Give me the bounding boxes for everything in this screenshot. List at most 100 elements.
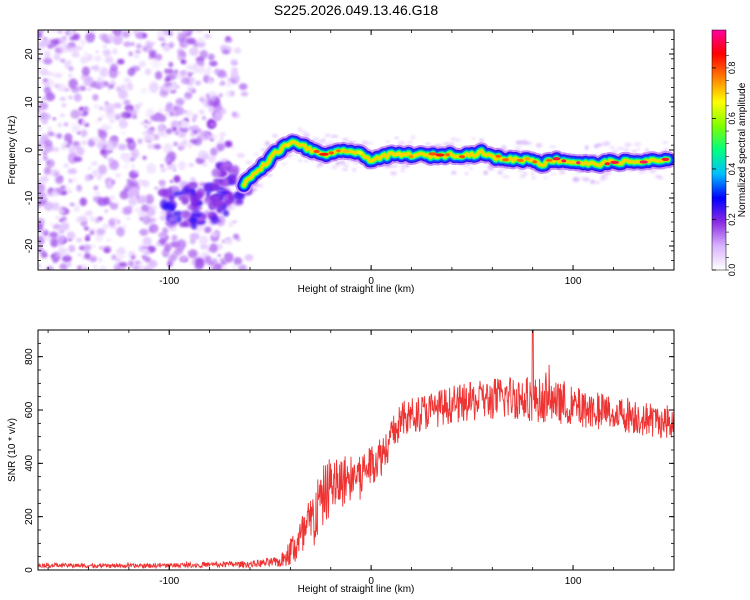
heatmap-speckle: [69, 47, 75, 52]
heatmap-speckle: [121, 30, 131, 38]
heatmap-speckle: [110, 63, 118, 72]
heatmap-speckle: [83, 54, 93, 62]
heatmap-speckle: [204, 226, 212, 234]
heatmap-speckle: [120, 111, 131, 119]
heatmap-speckle: [80, 140, 88, 145]
heatmap-speckle: [471, 137, 476, 140]
heatmap-speckle: [142, 46, 148, 52]
heatmap-speckle: [572, 177, 580, 182]
heatmap-speckle: [40, 228, 49, 235]
x-tick-label: 100: [565, 276, 582, 287]
heatmap-speckle: [525, 141, 532, 145]
heatmap-speckle: [71, 124, 81, 133]
heatmap-speckle: [171, 234, 178, 242]
heatmap-speckle: [227, 78, 232, 81]
heatmap-blob: [231, 173, 237, 181]
ridge-peak: [495, 154, 502, 158]
heatmap-speckle: [50, 169, 60, 177]
heatmap-speckle: [160, 167, 167, 172]
heatmap-speckle: [150, 58, 161, 69]
heatmap-speckle: [118, 89, 128, 100]
heatmap-speckle: [600, 175, 609, 181]
heatmap-speckle: [43, 78, 48, 81]
heatmap-speckle: [164, 68, 170, 72]
heatmap-speckle: [92, 265, 98, 269]
heatmap-speckle: [106, 88, 111, 92]
heatmap-speckle: [84, 122, 90, 127]
heatmap-blob: [237, 194, 242, 200]
heatmap-speckle: [138, 60, 146, 68]
heatmap-speckle: [159, 183, 166, 188]
heatmap-speckle: [68, 65, 74, 72]
heatmap-speckle: [609, 146, 615, 149]
heatmap-speckle: [240, 91, 249, 97]
y-tick-label: 0: [24, 147, 35, 153]
heatmap-speckle: [117, 247, 126, 255]
heatmap-speckle: [213, 135, 218, 139]
heatmap-speckle: [159, 90, 169, 98]
heatmap-speckle: [111, 254, 116, 260]
heatmap-speckle: [184, 110, 188, 114]
ridge-peak: [524, 157, 530, 161]
heatmap-speckle: [112, 35, 122, 45]
heatmap-speckle: [120, 84, 127, 91]
heatmap-blob: [180, 210, 190, 220]
heatmap-speckle: [584, 145, 589, 151]
heatmap-speckle: [38, 264, 41, 267]
ridge-peak: [639, 160, 648, 164]
heatmap-speckle: [42, 37, 52, 46]
heatmap-speckle: [166, 156, 172, 163]
heatmap-speckle: [145, 194, 155, 205]
heatmap-speckle: [130, 141, 136, 147]
heatmap-speckle: [43, 142, 54, 153]
heatmap-speckle: [89, 256, 97, 262]
heatmap-speckle: [202, 95, 206, 98]
heatmap-speckle: [93, 136, 101, 143]
heatmap-speckle: [42, 155, 49, 161]
heatmap-speckle: [93, 185, 99, 191]
heatmap-speckle: [140, 87, 148, 94]
heatmap-speckle: [38, 102, 49, 111]
heatmap-speckle: [133, 169, 140, 174]
heatmap-speckle: [104, 56, 114, 64]
heatmap-speckle: [57, 235, 66, 244]
heatmap-speckle: [79, 85, 87, 91]
heatmap-speckle: [189, 232, 200, 240]
heatmap-speckle: [47, 131, 54, 137]
heatmap-speckle: [197, 130, 205, 137]
heatmap-speckle: [72, 33, 81, 41]
y-tick-label: 400: [24, 455, 35, 472]
heatmap-speckle: [38, 179, 41, 183]
snr-ticks: -100 0 100 0 200 400 600 800: [24, 329, 674, 587]
snr-y-axis-label: SNR (10 * v/v): [7, 418, 18, 482]
heatmap-speckle: [633, 142, 642, 147]
ridge-peak: [532, 160, 537, 164]
heatmap-speckle: [304, 159, 309, 163]
heatmap-speckle: [58, 229, 65, 234]
heatmap-speckle: [226, 80, 233, 87]
heatmap-speckle: [38, 201, 42, 207]
heatmap-blob: [165, 220, 171, 226]
heatmap-speckle: [71, 122, 76, 126]
heatmap-speckle: [142, 179, 150, 188]
heatmap-speckle: [187, 72, 191, 75]
heatmap-speckle: [133, 265, 139, 270]
heatmap-speckle: [442, 142, 450, 146]
colorbar-tick-label: 0.6: [727, 112, 737, 125]
heatmap-speckle: [86, 210, 93, 216]
heatmap-blob: [176, 214, 183, 223]
ridge-peak: [445, 153, 450, 157]
heatmap-speckle: [118, 262, 128, 268]
heatmap-speckle: [150, 115, 158, 121]
heatmap-speckle: [121, 131, 126, 136]
heatmap-speckle: [123, 224, 127, 229]
heatmap-speckle: [214, 111, 223, 120]
heatmap-speckle: [92, 94, 99, 101]
heatmap-blob: [181, 198, 189, 205]
heatmap-speckle: [38, 157, 43, 164]
heatmap-speckle: [129, 157, 135, 161]
heatmap-speckle: [47, 71, 54, 77]
heatmap-speckle: [102, 144, 108, 150]
heatmap-speckle: [125, 137, 134, 143]
